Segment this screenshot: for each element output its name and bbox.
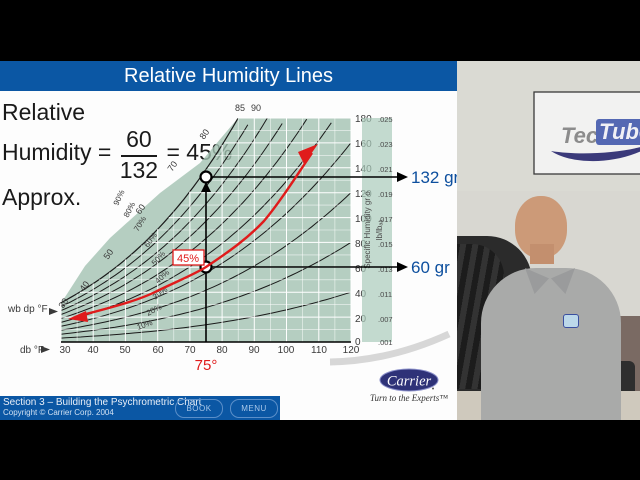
svg-text:Tec: Tec <box>561 123 598 148</box>
svg-text:Carrier: Carrier <box>387 374 432 390</box>
svg-text:Tube: Tube <box>599 119 640 144</box>
svg-text:Turn to the Experts™: Turn to the Experts™ <box>370 393 448 403</box>
